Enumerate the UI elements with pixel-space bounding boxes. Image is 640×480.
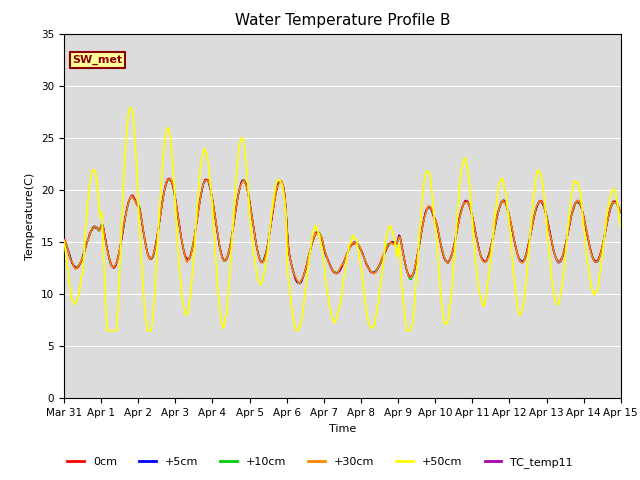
Text: SW_met: SW_met: [72, 55, 122, 65]
Title: Water Temperature Profile B: Water Temperature Profile B: [235, 13, 450, 28]
X-axis label: Time: Time: [329, 424, 356, 433]
Y-axis label: Temperature(C): Temperature(C): [26, 172, 35, 260]
Legend: 0cm, +5cm, +10cm, +30cm, +50cm, TC_temp11: 0cm, +5cm, +10cm, +30cm, +50cm, TC_temp1…: [63, 452, 577, 472]
